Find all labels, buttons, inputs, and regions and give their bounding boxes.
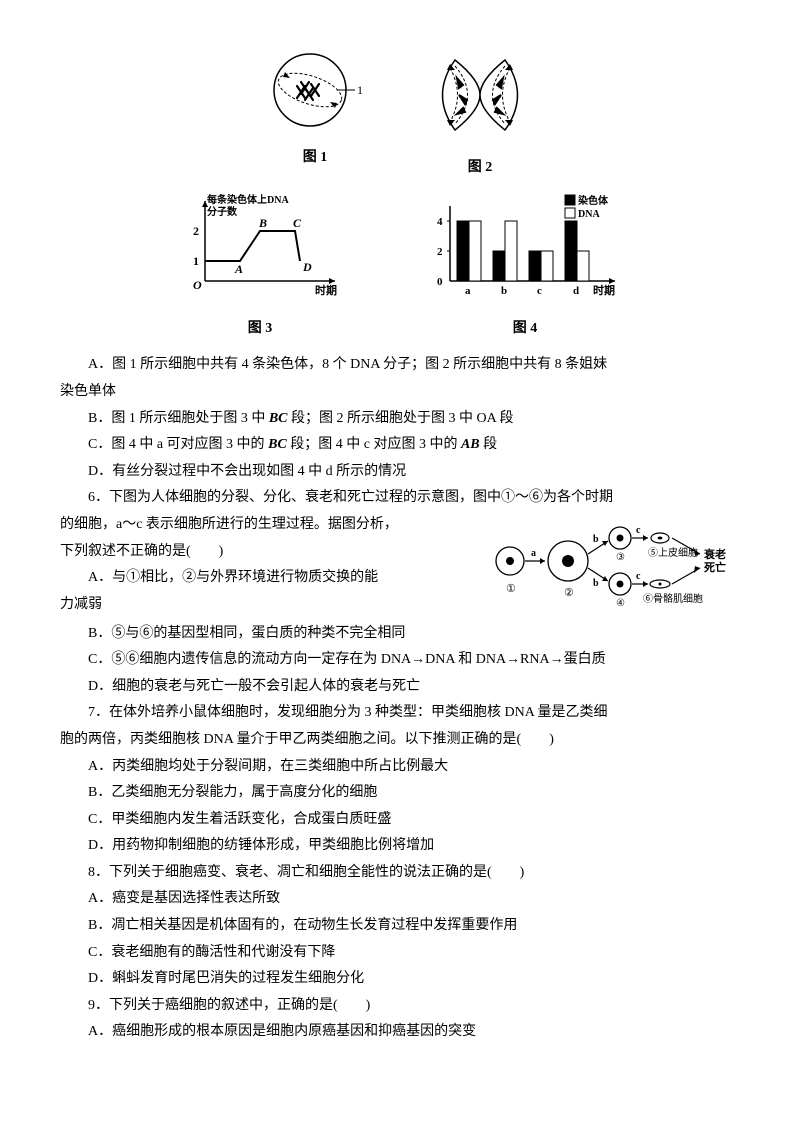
svg-text:O: O <box>193 278 202 292</box>
q7-optC: C．甲类细胞内发生着活跃变化，合成蛋白质旺盛 <box>60 807 740 834</box>
svg-text:2: 2 <box>437 246 443 258</box>
svg-text:c: c <box>636 525 641 536</box>
svg-text:③: ③ <box>616 552 625 563</box>
svg-text:a: a <box>465 285 471 297</box>
svg-text:1: 1 <box>193 254 199 268</box>
q8-stem: 8．下列关于细胞癌变、衰老、凋亡和细胞全能性的说法正确的是( ) <box>60 860 740 887</box>
figure-4: 4 2 0 a b c <box>425 191 625 342</box>
svg-text:染色体: 染色体 <box>577 194 609 207</box>
svg-text:B: B <box>258 216 267 230</box>
q7-optD: D．用药物抑制细胞的纺锤体形成，甲类细胞比例将增加 <box>60 833 740 860</box>
q5-optC: C．图 4 中 a 可对应图 3 中的 BC 段；图 4 中 c 对应图 3 中… <box>60 432 740 459</box>
q7-stem2: 胞的两倍，丙类细胞核 DNA 量介于甲乙两类细胞之间。以下推测正确的是( ) <box>60 727 740 754</box>
svg-text:2: 2 <box>193 224 199 238</box>
svg-text:b: b <box>593 534 599 545</box>
q5-optA: A．图 1 所示细胞中共有 4 条染色体，8 个 DNA 分子；图 2 所示细胞… <box>60 352 740 379</box>
q9-stem: 9．下列关于癌细胞的叙述中，正确的是( ) <box>60 993 740 1020</box>
svg-text:D: D <box>302 260 312 274</box>
q8-optD: D．蝌蚪发育时尾巴消失的过程发生细胞分化 <box>60 966 740 993</box>
svg-text:A: A <box>234 262 243 276</box>
q5-optA-cont: 染色单体 <box>60 379 740 406</box>
q6-stem1: 6．下图为人体细胞的分裂、分化、衰老和死亡过程的示意图，图中①～⑥为各个时期 <box>60 485 740 512</box>
svg-text:时期: 时期 <box>593 283 615 297</box>
q8-optB: B．凋亡相关基因是机体固有的，在动物生长发育过程中发挥重要作用 <box>60 913 740 940</box>
svg-text:死亡: 死亡 <box>704 560 726 574</box>
svg-text:⑥骨骼肌细胞: ⑥骨骼肌细胞 <box>643 592 703 605</box>
svg-text:b: b <box>501 285 507 297</box>
q8-optA: A．癌变是基因选择性表达所致 <box>60 886 740 913</box>
q6-optB: B．⑤与⑥的基因型相同，蛋白质的种类不完全相同 <box>60 621 740 648</box>
figure-3: A B C D 2 1 O 每条染色体上DNA 分子数 时期 图 3 <box>175 191 345 342</box>
fig3-caption: 图 3 <box>175 316 345 343</box>
figure-2: 图 2 <box>425 50 535 181</box>
q9-optA: A．癌细胞形成的根本原因是细胞内原癌基因和抑癌基因的突变 <box>60 1019 740 1046</box>
q6-optD: D．细胞的衰老与死亡一般不会引起人体的衰老与死亡 <box>60 674 740 701</box>
svg-text:C: C <box>293 216 302 230</box>
q5-optB: B．图 1 所示细胞处于图 3 中 BC 段；图 2 所示细胞处于图 3 中 O… <box>60 406 740 433</box>
svg-text:时期: 时期 <box>315 283 337 297</box>
svg-text:c: c <box>636 571 641 582</box>
svg-text:b: b <box>593 578 599 589</box>
svg-text:4: 4 <box>437 216 443 228</box>
q7-optA: A．丙类细胞均处于分裂间期，在三类细胞中所占比例最大 <box>60 754 740 781</box>
svg-text:每条染色体上DNA: 每条染色体上DNA <box>207 193 289 206</box>
fig2-caption: 图 2 <box>425 155 535 182</box>
figure-1: 1 图 1 <box>265 50 365 181</box>
fig4-caption: 图 4 <box>425 316 625 343</box>
svg-text:④: ④ <box>616 598 625 606</box>
fig1-caption: 图 1 <box>265 145 365 172</box>
svg-text:衰老: 衰老 <box>703 547 726 561</box>
svg-text:②: ② <box>564 587 574 599</box>
q6-optC: C．⑤⑥细胞内遗传信息的流动方向一定存在为 DNA→DNA 和 DNA→RNA→… <box>60 647 740 674</box>
svg-text:DNA: DNA <box>578 209 600 220</box>
svg-text:c: c <box>537 285 542 297</box>
q6-diagram: ① a ② b b ③ <box>490 516 740 617</box>
svg-text:d: d <box>573 285 579 297</box>
svg-text:分子数: 分子数 <box>207 205 238 218</box>
q7-optB: B．乙类细胞无分裂能力，属于高度分化的细胞 <box>60 780 740 807</box>
q8-optC: C．衰老细胞有的酶活性和代谢没有下降 <box>60 940 740 967</box>
q5-optD: D．有丝分裂过程中不会出现如图 4 中 d 所示的情况 <box>60 459 740 486</box>
svg-text:①: ① <box>506 583 516 595</box>
svg-text:a: a <box>531 548 536 559</box>
svg-text:0: 0 <box>437 276 443 288</box>
q7-stem1: 7．在体外培养小鼠体细胞时，发现细胞分为 3 种类型：甲类细胞核 DNA 量是乙… <box>60 700 740 727</box>
fig1-label1: 1 <box>357 83 363 97</box>
